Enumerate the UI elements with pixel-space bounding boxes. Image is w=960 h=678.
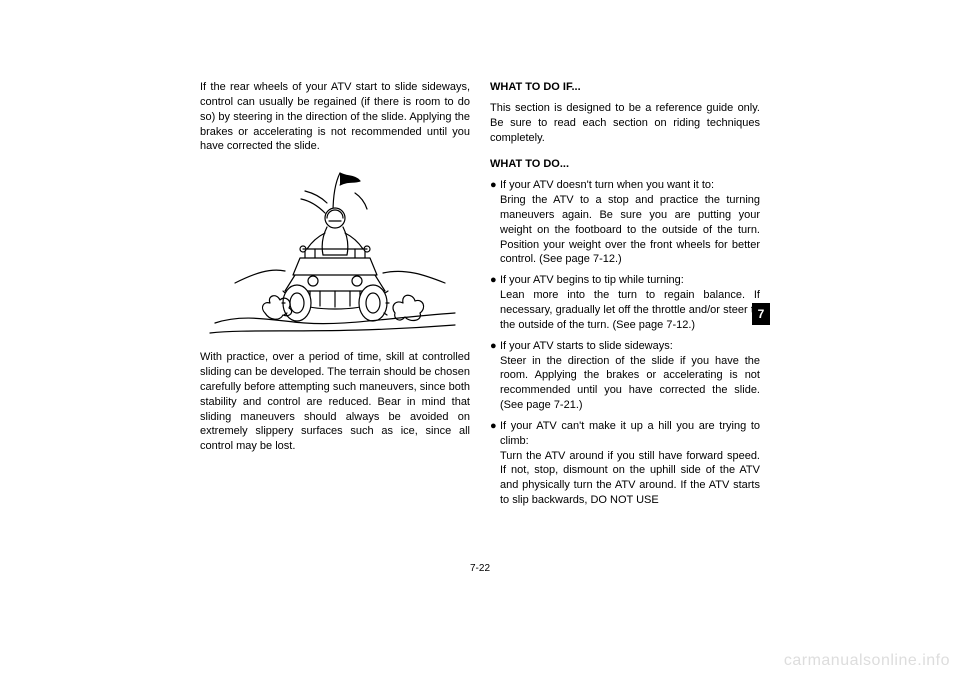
- atv-illustration: [200, 160, 470, 340]
- bullet-item-3: ● If your ATV starts to slide sideways:: [490, 339, 760, 354]
- para-reference-guide: This section is designed to be a referen…: [490, 101, 760, 146]
- chapter-tab: 7: [752, 303, 770, 325]
- right-column: WHAT TO DO IF... This section is designe…: [490, 80, 760, 514]
- heading-what-to-do-if: WHAT TO DO IF...: [490, 80, 760, 95]
- atv-svg: [205, 163, 465, 338]
- bullet-item-1: ● If your ATV doesn't turn when you want…: [490, 178, 760, 193]
- heading-what-to-do: WHAT TO DO...: [490, 157, 760, 172]
- bullet-item-2: ● If your ATV begins to tip while turnin…: [490, 273, 760, 288]
- bullet-3-lead: If your ATV starts to slide sideways:: [500, 339, 760, 354]
- bullet-item-4: ● If your ATV can't make it up a hill yo…: [490, 419, 760, 449]
- left-column: If the rear wheels of your ATV start to …: [200, 80, 470, 514]
- bullet-1-body: Bring the ATV to a stop and practice the…: [500, 193, 760, 267]
- bullet-marker: ●: [490, 419, 500, 434]
- bullet-marker: ●: [490, 178, 500, 193]
- watermark-text: carmanualsonline.info: [784, 652, 950, 670]
- para-slide-intro: If the rear wheels of your ATV start to …: [200, 80, 470, 154]
- bullet-1-lead: If your ATV doesn't turn when you want i…: [500, 178, 760, 193]
- bullet-2-body: Lean more into the turn to regain balanc…: [500, 288, 760, 333]
- page-number: 7-22: [200, 563, 760, 574]
- bullet-4-body: Turn the ATV around if you still have fo…: [500, 449, 760, 508]
- bullet-3-body: Steer in the direction of the slide if y…: [500, 354, 760, 413]
- bullet-marker: ●: [490, 339, 500, 354]
- bullet-2-lead: If your ATV begins to tip while turning:: [500, 273, 760, 288]
- page-content: If the rear wheels of your ATV start to …: [200, 80, 760, 514]
- bullet-marker: ●: [490, 273, 500, 288]
- bullet-4-lead: If your ATV can't make it up a hill you …: [500, 419, 760, 449]
- para-practice: With practice, over a period of time, sk…: [200, 350, 470, 454]
